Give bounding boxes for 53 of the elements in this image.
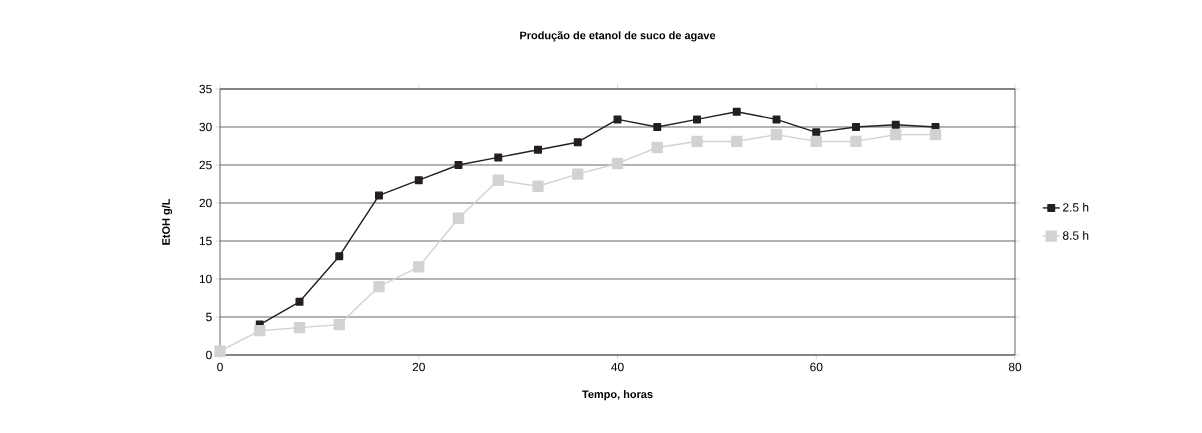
point bbox=[293, 321, 306, 334]
y-tick-label: 30 bbox=[199, 122, 212, 132]
point bbox=[651, 141, 663, 154]
point bbox=[452, 212, 465, 224]
y-tick-label: 25 bbox=[199, 160, 212, 170]
y-tick-label: 10 bbox=[199, 274, 212, 284]
legend-label: 8.5 h bbox=[1062, 231, 1089, 240]
point bbox=[254, 325, 266, 337]
point bbox=[333, 318, 345, 331]
point bbox=[693, 115, 701, 124]
y-tick-label: 20 bbox=[199, 198, 212, 208]
y-tick-label: 5 bbox=[206, 312, 212, 322]
point bbox=[534, 145, 542, 154]
chart-title: Produção de etanol de suco de agave bbox=[520, 31, 716, 42]
point bbox=[691, 135, 703, 148]
y-tick-label: 35 bbox=[199, 84, 212, 94]
point bbox=[454, 161, 463, 169]
point bbox=[214, 345, 226, 357]
point bbox=[611, 157, 624, 170]
y-axis-title: EtOH g/L bbox=[161, 198, 173, 245]
point bbox=[532, 180, 544, 192]
point bbox=[772, 115, 781, 124]
x-axis-title: Tempo, horas bbox=[582, 390, 653, 401]
point bbox=[373, 280, 385, 293]
point bbox=[812, 128, 821, 137]
point bbox=[929, 128, 942, 141]
point bbox=[335, 252, 344, 261]
point bbox=[810, 135, 822, 148]
point bbox=[573, 138, 582, 147]
point bbox=[492, 174, 504, 186]
point bbox=[414, 176, 423, 185]
x-tick-label: 60 bbox=[810, 362, 823, 372]
point bbox=[613, 115, 622, 124]
point bbox=[572, 168, 584, 180]
point bbox=[852, 123, 860, 131]
x-tick-label: 40 bbox=[611, 362, 624, 372]
x-tick-label: 0 bbox=[217, 362, 223, 372]
point bbox=[413, 261, 425, 273]
y-tick-label: 15 bbox=[199, 236, 212, 246]
point bbox=[890, 128, 902, 141]
point bbox=[770, 128, 783, 141]
point bbox=[891, 120, 900, 129]
x-tick-label: 20 bbox=[412, 362, 425, 372]
point bbox=[850, 135, 862, 148]
point bbox=[295, 297, 304, 306]
point bbox=[653, 123, 662, 131]
point bbox=[375, 191, 383, 200]
point bbox=[494, 153, 503, 162]
point bbox=[731, 135, 743, 148]
legend-label: 2.5 h bbox=[1063, 202, 1089, 212]
y-tick-label: 0 bbox=[206, 350, 212, 360]
point bbox=[732, 107, 741, 116]
x-tick-label: 80 bbox=[1008, 362, 1022, 372]
